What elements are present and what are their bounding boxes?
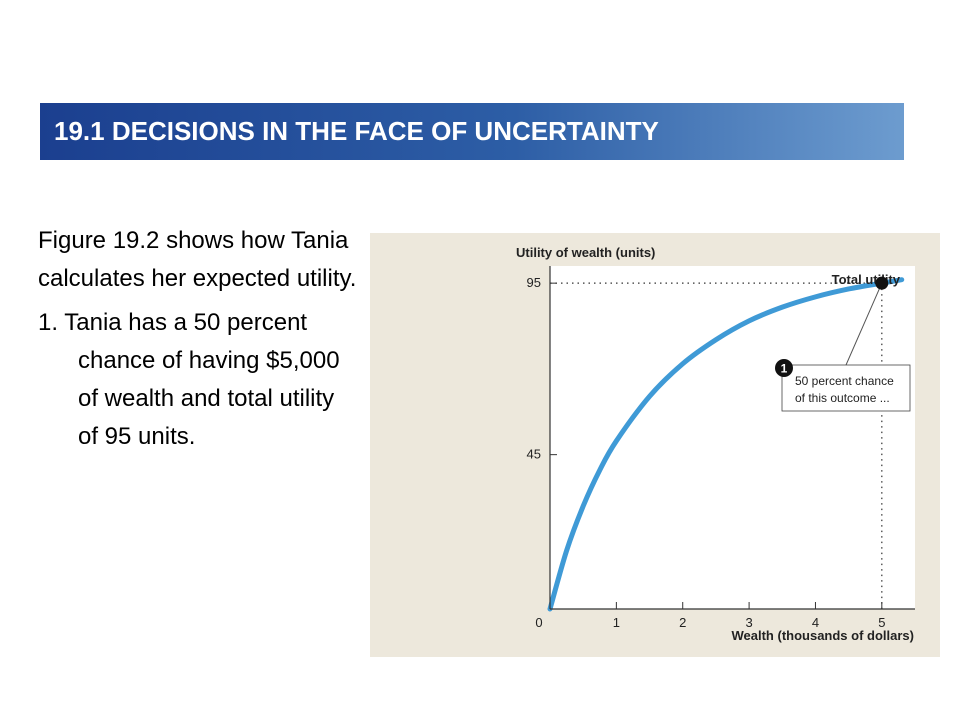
callout-number-badge: [775, 359, 793, 377]
list-item: 1. Tania has a 50 percent chance of havi…: [38, 304, 358, 456]
x-tick-label: 3: [745, 615, 752, 630]
utility-chart: Utility of wealth (units) Wealth (thousa…: [516, 245, 915, 643]
list-item-number: 1.: [38, 309, 59, 336]
list-item-text: Tania has a 50 percent chance of having …: [64, 309, 340, 450]
x-tick-label: 2: [679, 615, 686, 630]
body-text: Figure 19.2 shows how Tania calculates h…: [38, 222, 358, 456]
callout-line-2: of this outcome ...: [795, 391, 890, 405]
callout-box: [781, 364, 911, 412]
slide-title: 19.1 DECISIONS IN THE FACE OF UNCERTAINT…: [54, 116, 659, 146]
chart-panel: Utility of wealth (units) Wealth (thousa…: [370, 233, 940, 657]
highlight-point: [875, 276, 889, 290]
curve-label: Total utility: [832, 272, 901, 287]
x-tick-label: 1: [613, 615, 620, 630]
x-tick-label: 0: [535, 615, 542, 630]
callout-line-1: 50 percent chance: [795, 374, 894, 388]
intro-paragraph: Figure 19.2 shows how Tania calculates h…: [38, 227, 357, 292]
x-axis-label: Wealth (thousands of dollars): [732, 628, 915, 643]
x-tick-label: 4: [812, 615, 819, 630]
y-axis-label: Utility of wealth (units): [516, 245, 655, 260]
y-tick-label: 45: [527, 447, 541, 462]
guides-layer: [550, 282, 883, 609]
x-tick-label: 5: [878, 615, 885, 630]
plot-area: [550, 266, 915, 609]
callout-leader-line: [845, 282, 883, 366]
callout-number: 1: [781, 362, 788, 376]
title-banner: 19.1 DECISIONS IN THE FACE OF UNCERTAINT…: [40, 103, 904, 160]
total-utility-curve: [547, 277, 905, 612]
y-tick-label: 95: [527, 275, 541, 290]
